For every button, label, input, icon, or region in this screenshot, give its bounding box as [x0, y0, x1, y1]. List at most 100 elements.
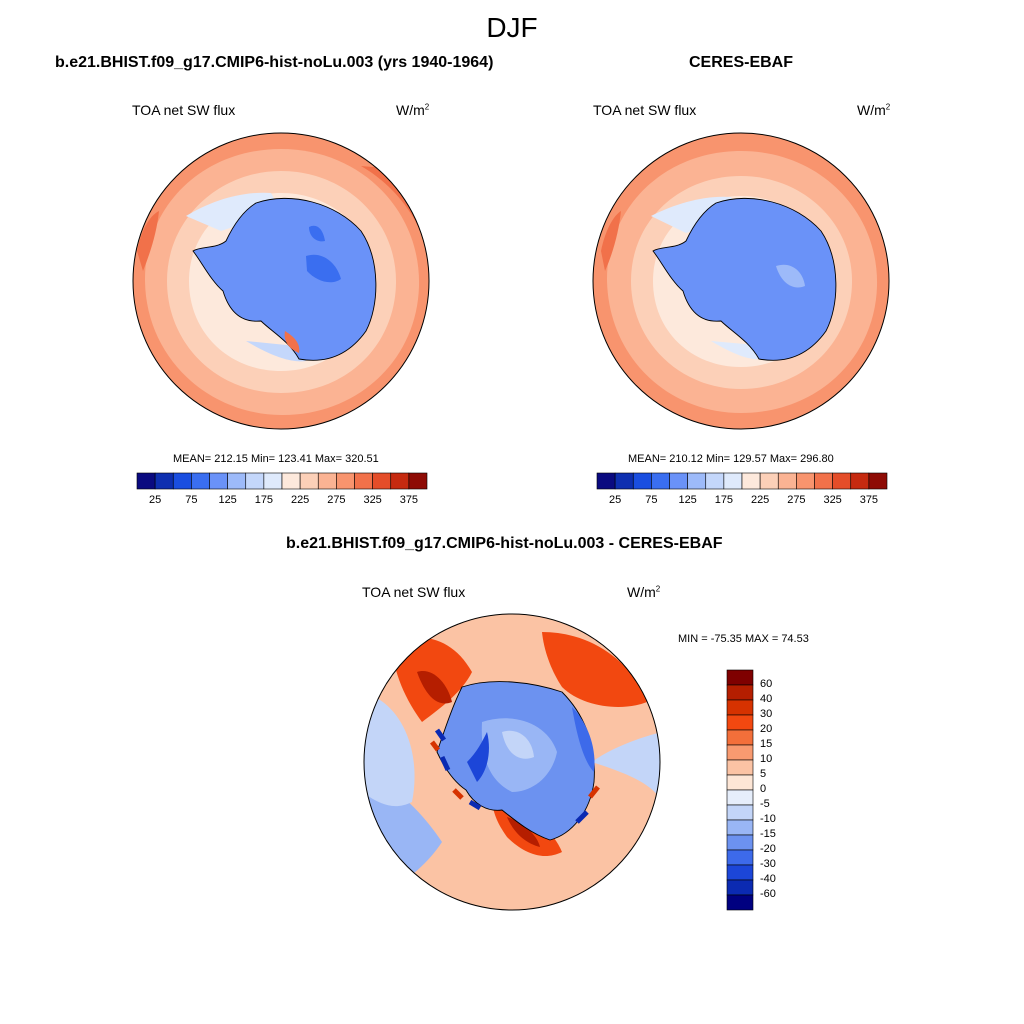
colorbar-tick-label: 40: [760, 693, 773, 705]
colorbar-tick-label: 275: [787, 494, 806, 506]
colorbar-swatch: [726, 819, 754, 836]
colorbar-swatch: [632, 472, 652, 490]
colorbar-swatch: [687, 472, 707, 490]
colorbar-swatch: [832, 472, 852, 490]
colorbar-swatch: [354, 472, 373, 490]
colorbar-tick-label: 125: [678, 494, 697, 506]
colorbar-tick-label: 225: [750, 494, 770, 506]
colorbar-tick-label: 175: [714, 494, 734, 506]
colorbar-tick-label: 60: [760, 678, 773, 690]
colorbar-swatch: [726, 864, 754, 881]
colorbar-swatch: [726, 834, 754, 851]
panel-title-obs: CERES-EBAF: [689, 54, 794, 71]
panel-2-units-label: W/m2: [857, 102, 891, 118]
colorbar-tick-label: 10: [760, 753, 773, 765]
colorbar-tick-label: 325: [823, 494, 842, 506]
colorbar-tick-label: 20: [760, 723, 773, 735]
panel-title-model: b.e21.BHIST.f09_g17.CMIP6-hist-noLu.003 …: [55, 54, 494, 71]
colorbar-swatch: [726, 774, 754, 791]
colorbar-swatch: [726, 894, 754, 911]
colorbar-tick-label: 375: [859, 494, 879, 506]
colorbar-tick-label: -5: [760, 798, 770, 810]
colorbar-swatch: [726, 789, 754, 806]
colorbar-obs-ticks: 25 75 125 175 225 275 325 375: [597, 494, 887, 508]
colorbar-swatch: [651, 472, 670, 490]
colorbar-swatch: [726, 669, 754, 686]
colorbar-swatch: [209, 472, 228, 490]
map-model: [132, 132, 430, 430]
colorbar-swatch: [372, 472, 392, 490]
colorbar-tick-label: 75: [185, 494, 198, 506]
colorbar-swatch: [281, 472, 301, 490]
colorbar-swatch: [777, 472, 797, 490]
colorbar-tick-label: -20: [760, 843, 776, 855]
panel-2-stats: MEAN= 210.12 Min= 129.57 Max= 296.80: [628, 453, 834, 465]
colorbar-tick-label: -10: [760, 813, 776, 825]
colorbar-swatch: [726, 729, 754, 746]
colorbar-swatch: [336, 472, 355, 490]
panel-2-variable-label: TOA net SW flux: [593, 102, 697, 118]
colorbar-swatch: [263, 472, 283, 490]
colorbar-difference: [726, 669, 754, 911]
colorbar-tick-label: -15: [760, 828, 776, 840]
panel-3-variable-label: TOA net SW flux: [362, 584, 466, 600]
colorbar-swatch: [850, 472, 870, 490]
colorbar-tick-label: 15: [760, 738, 773, 750]
colorbar-tick-label: 5: [760, 768, 767, 780]
colorbar-difference-ticks: 60 40 30 20 15 10 5 0 -5 -10 -15 -20 -30 -40 -60: [760, 670, 800, 910]
colorbar-swatch: [191, 472, 210, 490]
colorbar-tick-label: 325: [363, 494, 382, 506]
colorbar-swatch: [154, 472, 174, 490]
colorbar-swatch: [408, 472, 428, 490]
colorbar-tick-label: 275: [327, 494, 346, 506]
colorbar-swatch: [172, 472, 192, 490]
colorbar-tick-label: 75: [645, 494, 658, 506]
colorbar-swatch: [796, 472, 815, 490]
colorbar-swatch: [726, 744, 754, 761]
colorbar-tick-label: 25: [149, 494, 162, 506]
colorbar-swatch: [868, 472, 888, 490]
colorbar-swatch: [814, 472, 833, 490]
colorbar-swatch: [136, 472, 156, 490]
panel-3-stats: MIN = -75.35 MAX = 74.53: [678, 633, 809, 645]
panel-title-diff: b.e21.BHIST.f09_g17.CMIP6-hist-noLu.003 …: [286, 535, 723, 552]
figure-title: DJF: [486, 12, 538, 43]
colorbar-swatch: [317, 472, 337, 490]
panel-1-variable-label: TOA net SW flux: [132, 102, 236, 118]
map-difference: [363, 613, 661, 911]
colorbar-swatch: [726, 699, 754, 716]
colorbar-swatch: [614, 472, 634, 490]
colorbar-tick-label: 225: [290, 494, 310, 506]
colorbar-tick-label: 30: [760, 708, 773, 720]
colorbar-model: [136, 472, 428, 490]
colorbar-model-ticks: 25 75 125 175 225 275 325 375: [137, 494, 427, 508]
colorbar-obs: [596, 472, 888, 490]
colorbar-tick-label: -40: [760, 873, 776, 885]
map-obs: [592, 132, 890, 430]
colorbar-swatch: [227, 472, 247, 490]
colorbar-tick-label: 0: [760, 783, 767, 795]
colorbar-tick-label: 375: [399, 494, 419, 506]
colorbar-swatch: [596, 472, 616, 490]
panel-1-stats: MEAN= 212.15 Min= 123.41 Max= 320.51: [173, 453, 379, 465]
colorbar-swatch: [723, 472, 743, 490]
colorbar-swatch: [726, 759, 754, 776]
colorbar-swatch: [741, 472, 761, 490]
colorbar-swatch: [390, 472, 410, 490]
colorbar-swatch: [726, 684, 754, 701]
colorbar-tick-label: -60: [760, 888, 776, 900]
colorbar-tick-label: 175: [254, 494, 274, 506]
colorbar-swatch: [726, 879, 754, 896]
colorbar-swatch: [299, 472, 319, 490]
colorbar-swatch: [726, 849, 754, 866]
panel-1-units-label: W/m2: [396, 102, 430, 118]
colorbar-swatch: [726, 714, 754, 731]
panel-3-units-label: W/m2: [627, 584, 661, 600]
colorbar-swatch: [669, 472, 688, 490]
colorbar-tick-label: 125: [218, 494, 237, 506]
colorbar-tick-label: 25: [609, 494, 622, 506]
colorbar-swatch: [245, 472, 265, 490]
colorbar-swatch: [759, 472, 779, 490]
colorbar-tick-label: -30: [760, 858, 776, 870]
colorbar-swatch: [705, 472, 725, 490]
